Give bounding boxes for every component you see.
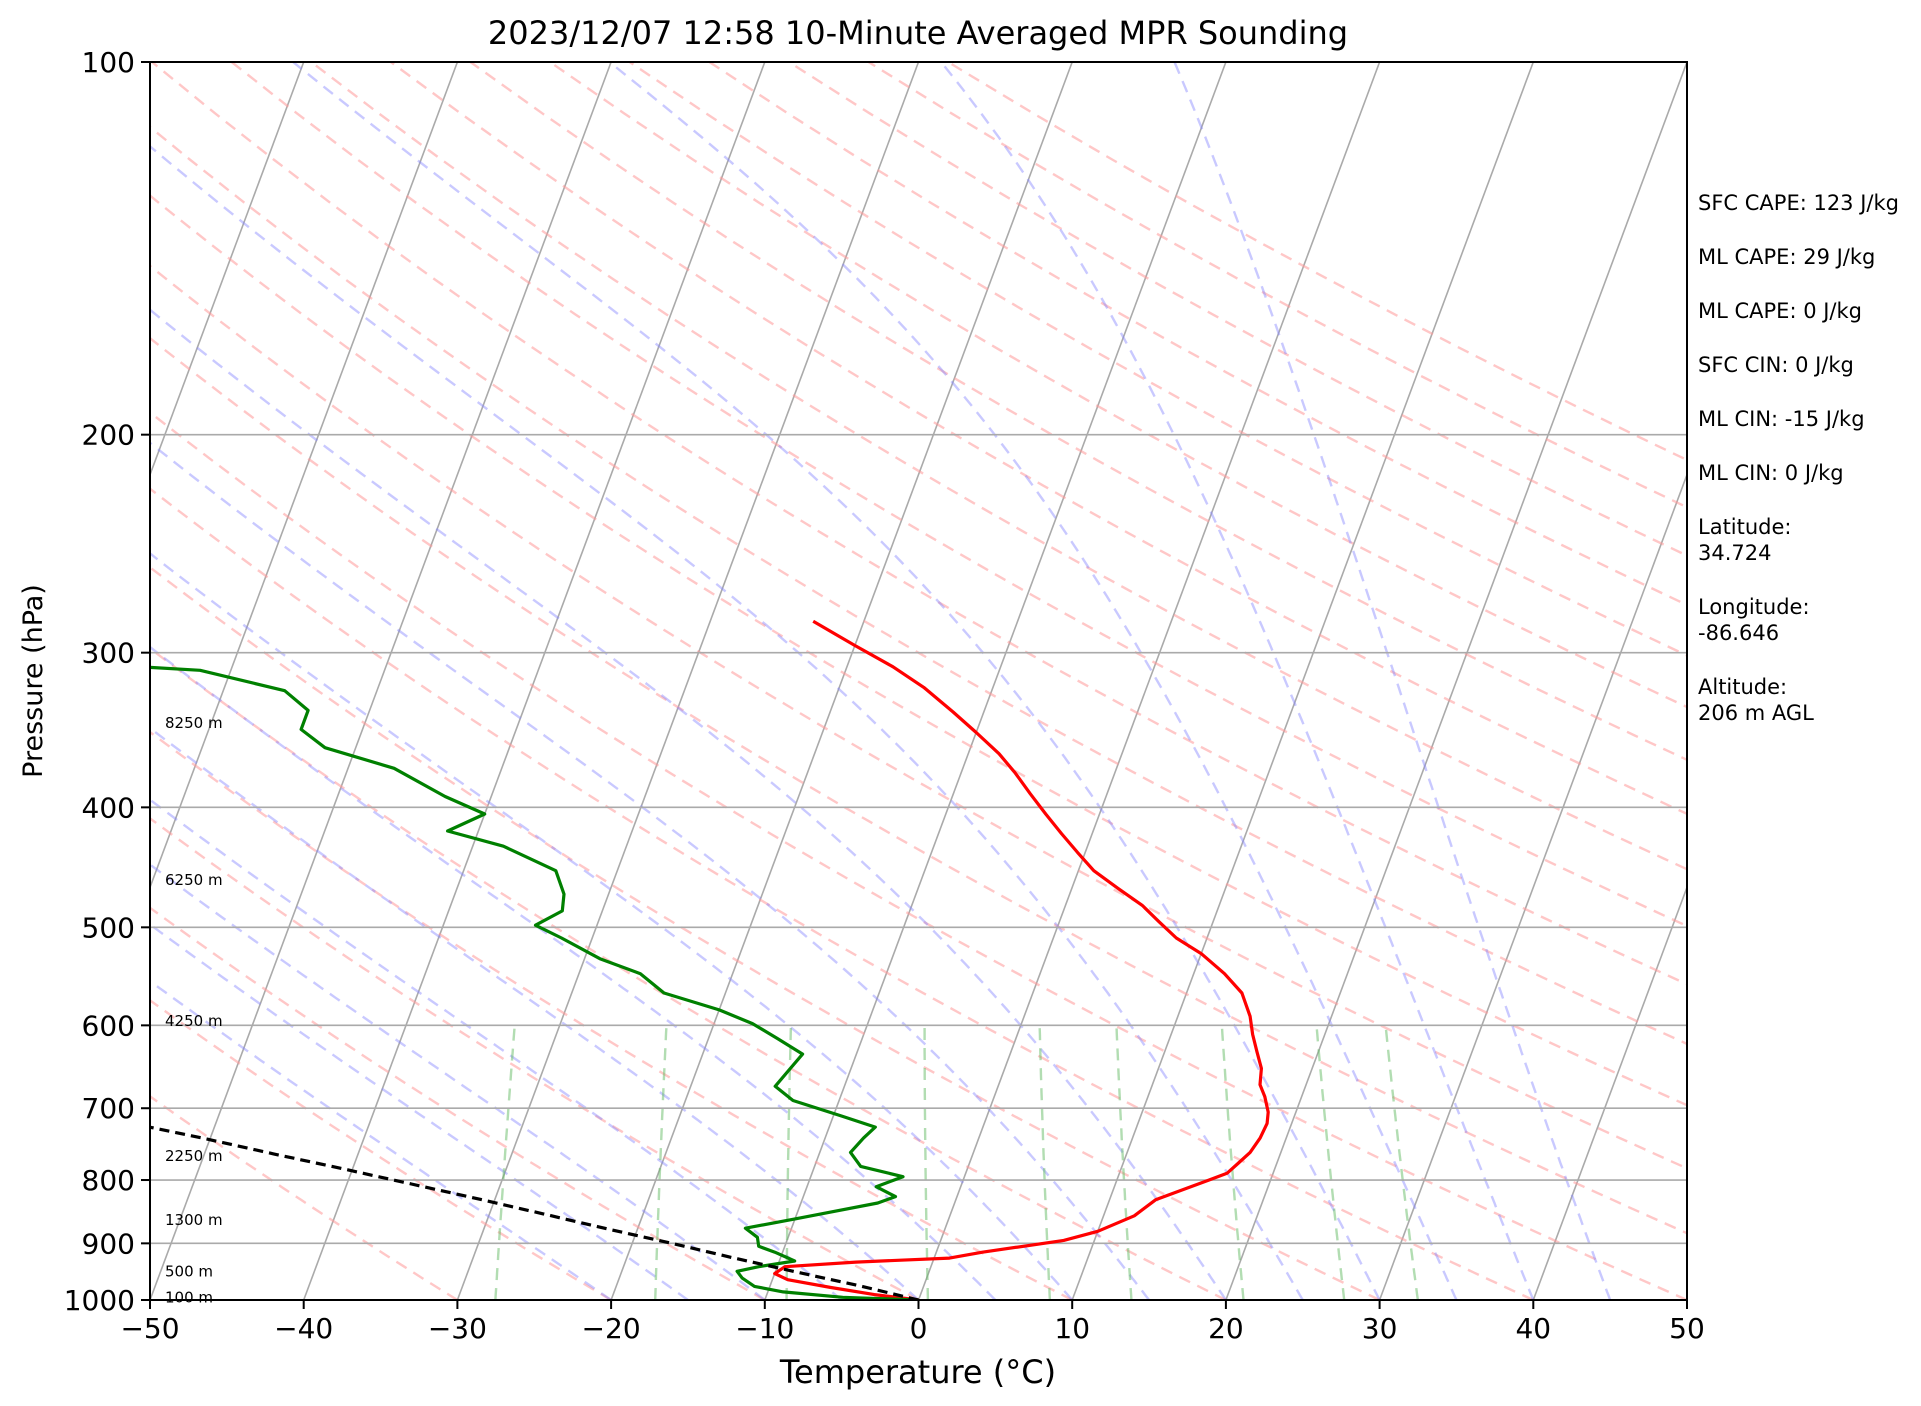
annotation-text: Longitude: -86.646 — [1698, 595, 1810, 645]
height-label: 4250 m — [165, 1012, 223, 1030]
moist-adiabat-line — [940, 62, 1535, 1300]
temperature-line — [773, 619, 1270, 1300]
dry-adiabat-line — [150, 565, 1381, 1300]
mixing-ratio-line — [494, 1025, 516, 1300]
moist-adiabat-line — [150, 645, 997, 1300]
moist-adiabat-line — [150, 144, 1304, 1300]
x-tick-label: 20 — [1208, 1312, 1244, 1345]
dry-adiabat-line — [628, 62, 1687, 657]
isotherm-line — [610, 62, 1073, 1300]
dry-adiabat-line — [151, 62, 1687, 986]
height-label: 1300 m — [165, 1211, 223, 1229]
dry-adiabat-line — [150, 998, 612, 1300]
isotherm-line — [917, 62, 1381, 1300]
moist-adiabat-line — [150, 798, 843, 1300]
y-tick-label: 400 — [82, 791, 135, 824]
dry-adiabat-line — [150, 730, 1073, 1300]
height-label: 2250 m — [165, 1147, 223, 1165]
dry-adiabat-line — [150, 816, 920, 1300]
annotation-text: Altitude: 206 m AGL — [1698, 675, 1814, 725]
height-label: 100 m — [165, 1288, 213, 1306]
height-labels: 100 m 500 m 1300 m 2250 m 4250 m 6250 m 8250 m — [165, 714, 223, 1306]
y-tick-label: 900 — [82, 1227, 135, 1260]
dry-adiabat-line — [150, 125, 1687, 1046]
moist-adiabat-line — [150, 863, 766, 1300]
dry-adiabat-line — [150, 1094, 459, 1300]
x-axis-label: Temperature (°C) — [779, 1353, 1056, 1391]
moist-adiabat-line — [1173, 62, 1612, 1300]
isotherm-line — [1532, 885, 1687, 1300]
x-tick-label: 50 — [1669, 1312, 1705, 1345]
dry-adiabat-line — [390, 62, 1687, 816]
isotherm-line — [764, 62, 1227, 1300]
dewpoint-line — [150, 665, 919, 1300]
y-tick-label: 200 — [82, 419, 135, 452]
x-tick-label: 0 — [910, 1312, 928, 1345]
data-lines — [150, 619, 1270, 1300]
annotation-text: Latitude: 34.724 — [1698, 515, 1792, 565]
moist-adiabat-line — [292, 62, 1381, 1300]
y-axis-label: Pressure (hPa) — [18, 584, 49, 778]
y-tick-label: 800 — [82, 1164, 135, 1197]
height-label: 8250 m — [165, 714, 223, 732]
moist-adiabat-line — [150, 551, 1074, 1300]
moist-adiabat-line — [150, 726, 920, 1300]
height-label: 500 m — [165, 1262, 213, 1280]
annotation-text: ML CIN: -15 J/kg — [1698, 407, 1865, 431]
dry-adiabat-line — [230, 62, 1687, 928]
x-tick-label: −10 — [735, 1312, 794, 1345]
moist-adiabat-line — [150, 441, 1151, 1300]
y-axis-ticks: 1000 900 800 700 600 500 400 300 200 100 — [64, 46, 150, 1317]
background-lines — [150, 62, 1687, 1300]
dry-adiabat-line — [150, 906, 766, 1300]
chart-title: 2023/12/07 12:58 10-Minute Averaged MPR … — [488, 14, 1348, 52]
isotherm-line — [302, 62, 766, 1300]
isotherm-line — [1225, 62, 1687, 1300]
annotation-text: ML CAPE: 0 J/kg — [1698, 299, 1862, 323]
annotation-text: SFC CIN: 0 J/kg — [1698, 353, 1854, 377]
annotation-text: ML CIN: 0 J/kg — [1698, 461, 1844, 485]
y-tick-label: 100 — [82, 46, 135, 79]
x-tick-label: −30 — [428, 1312, 487, 1345]
dry-adiabat-line — [150, 336, 1687, 1235]
dry-adiabat-line — [310, 62, 1687, 871]
x-tick-label: −40 — [274, 1312, 333, 1345]
annotation-text: ML CAPE: 29 J/kg — [1698, 245, 1875, 269]
dry-adiabat-line — [708, 62, 1687, 607]
isotherm-line — [150, 62, 459, 890]
moist-adiabat-line — [150, 922, 689, 1300]
height-label: 6250 m — [165, 871, 223, 889]
dry-adiabat-line — [150, 487, 1534, 1300]
x-tick-label: −50 — [120, 1312, 179, 1345]
isotherm-line — [150, 62, 612, 1300]
x-tick-label: −20 — [582, 1312, 641, 1345]
isotherm-line — [1378, 472, 1687, 1300]
dry-adiabat-line — [469, 62, 1687, 762]
isotherm-line — [456, 62, 920, 1300]
parcel-line — [150, 1125, 919, 1300]
y-tick-label: 300 — [82, 637, 135, 670]
x-tick-label: 40 — [1515, 1312, 1551, 1345]
dry-adiabat-line — [150, 264, 1687, 1170]
dry-adiabat-line — [150, 646, 1227, 1300]
x-tick-label: 30 — [1362, 1312, 1398, 1345]
isotherm-line — [1071, 62, 1535, 1300]
annotation-text: SFC CAPE: 123 J/kg — [1698, 191, 1899, 215]
x-axis-ticks: −50 −40 −30 −20 −10 0 10 20 30 40 50 — [120, 1300, 1705, 1345]
moist-adiabat-line — [608, 62, 1458, 1300]
annotations-panel: SFC CAPE: 123 J/kg ML CAPE: 29 J/kg ML CAP… — [1698, 191, 1899, 725]
y-tick-label: 500 — [82, 911, 135, 944]
x-tick-label: 10 — [1054, 1312, 1090, 1345]
dry-adiabat-line — [150, 194, 1687, 1107]
moist-adiabat-line — [150, 308, 1227, 1300]
y-tick-label: 1000 — [64, 1284, 135, 1317]
dry-adiabat-line — [150, 410, 1687, 1300]
y-tick-label: 700 — [82, 1092, 135, 1125]
isotherm-line — [150, 62, 305, 477]
mixing-ratio-line — [1038, 1025, 1052, 1300]
y-tick-label: 600 — [82, 1009, 135, 1042]
